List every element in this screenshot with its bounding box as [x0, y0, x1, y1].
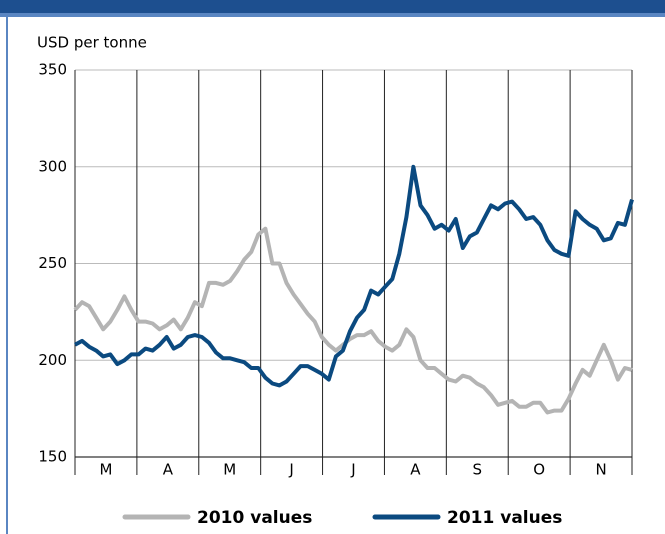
x-tick-label: A	[163, 461, 174, 479]
legend-label: 2010 values	[197, 508, 312, 528]
header-stripe	[0, 13, 665, 17]
line-series	[73, 226, 633, 415]
x-tick-label: N	[595, 461, 606, 479]
y-tick-label: 250	[38, 254, 67, 272]
x-tick-label: S	[473, 461, 483, 479]
x-tick-label: J	[288, 461, 293, 479]
y-tick-label: 150	[38, 448, 67, 466]
y-axis-label: USD per tonne	[37, 34, 147, 52]
y-tick-label: 200	[38, 351, 67, 369]
header-bar	[0, 0, 665, 13]
legend-label: 2011 values	[447, 508, 562, 528]
x-tick-label: J	[350, 461, 355, 479]
y-tick-label: 350	[38, 61, 67, 79]
line-series	[74, 164, 634, 388]
x-tick-label: O	[533, 461, 545, 479]
x-tick-label: M	[99, 461, 112, 479]
x-tick-label: A	[410, 461, 421, 479]
x-tick-label: M	[223, 461, 236, 479]
y-tick-label: 300	[38, 157, 67, 175]
